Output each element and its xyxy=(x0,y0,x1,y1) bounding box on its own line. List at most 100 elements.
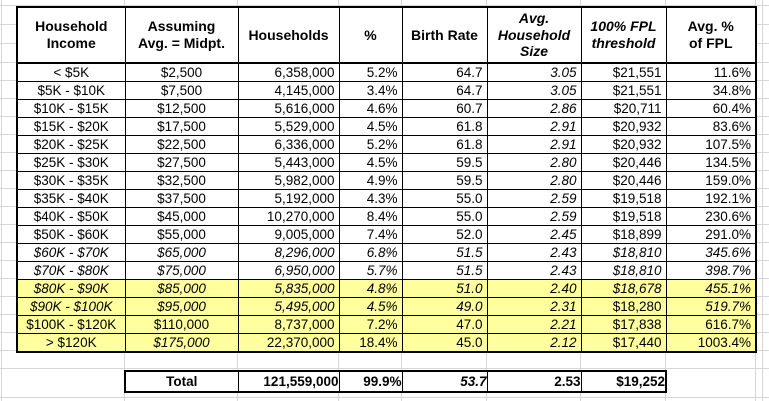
total-value-cell[interactable]: 53.7 xyxy=(401,370,488,393)
table-cell[interactable]: 3.05 xyxy=(486,81,582,100)
table-cell[interactable]: 59.5 xyxy=(401,153,488,172)
table-cell[interactable]: $90K - $100K xyxy=(16,297,126,316)
table-cell[interactable]: 61.8 xyxy=(401,117,488,136)
total-value-cell[interactable]: 121,559,000 xyxy=(237,370,340,393)
table-cell[interactable]: $20,932 xyxy=(580,135,667,154)
table-cell[interactable]: 51.0 xyxy=(401,279,488,298)
table-cell[interactable]: 5,835,000 xyxy=(237,279,340,298)
table-cell[interactable]: $21,551 xyxy=(580,62,667,82)
table-cell[interactable]: 2.80 xyxy=(486,171,582,190)
table-cell[interactable]: 18.4% xyxy=(338,333,403,353)
table-cell[interactable]: $75,000 xyxy=(124,261,239,280)
table-cell[interactable]: 22,370,000 xyxy=(237,333,340,353)
table-cell[interactable]: 2.59 xyxy=(486,189,582,208)
table-cell[interactable]: $17,440 xyxy=(580,333,667,353)
table-cell[interactable]: 519.7% xyxy=(665,297,757,316)
table-cell[interactable]: 6,358,000 xyxy=(237,62,340,82)
table-cell[interactable]: $17,838 xyxy=(580,315,667,334)
table-cell[interactable]: 4.5% xyxy=(338,117,403,136)
column-header[interactable]: 100% FPL threshold xyxy=(580,6,667,64)
table-cell[interactable]: $7,500 xyxy=(124,81,239,100)
column-header[interactable]: Birth Rate xyxy=(401,6,488,64)
table-cell[interactable]: 291.0% xyxy=(665,225,757,244)
table-cell[interactable]: $18,678 xyxy=(580,279,667,298)
table-cell[interactable]: 83.6% xyxy=(665,117,757,136)
table-cell[interactable]: 2.43 xyxy=(486,261,582,280)
table-cell[interactable]: $55,000 xyxy=(124,225,239,244)
table-cell[interactable]: $60K - $70K xyxy=(16,243,126,262)
table-cell[interactable]: $17,500 xyxy=(124,117,239,136)
table-cell[interactable]: 2.12 xyxy=(486,333,582,353)
table-cell[interactable]: 47.0 xyxy=(401,315,488,334)
table-cell[interactable]: 3.05 xyxy=(486,62,582,82)
table-cell[interactable]: 192.1% xyxy=(665,189,757,208)
table-cell[interactable]: 3.4% xyxy=(338,81,403,100)
table-cell[interactable]: $110,000 xyxy=(124,315,239,334)
table-cell[interactable]: $18,810 xyxy=(580,261,667,280)
table-cell[interactable]: 52.0 xyxy=(401,225,488,244)
table-cell[interactable]: 55.0 xyxy=(401,207,488,226)
total-label-cell[interactable]: Total xyxy=(124,370,239,393)
table-cell[interactable]: $18,899 xyxy=(580,225,667,244)
table-cell[interactable]: 7.2% xyxy=(338,315,403,334)
table-cell[interactable]: $37,500 xyxy=(124,189,239,208)
table-cell[interactable]: 2.86 xyxy=(486,99,582,118)
table-cell[interactable]: 60.4% xyxy=(665,99,757,118)
table-cell[interactable]: 8.4% xyxy=(338,207,403,226)
column-header[interactable]: Avg. Household Size xyxy=(486,6,582,64)
table-cell[interactable]: 51.5 xyxy=(401,261,488,280)
table-cell[interactable]: $175,000 xyxy=(124,333,239,353)
table-cell[interactable]: $20,711 xyxy=(580,99,667,118)
table-cell[interactable]: 5.2% xyxy=(338,62,403,82)
table-cell[interactable]: 7.4% xyxy=(338,225,403,244)
table-cell[interactable]: 61.8 xyxy=(401,135,488,154)
table-cell[interactable]: 9,005,000 xyxy=(237,225,340,244)
table-cell[interactable]: 2.31 xyxy=(486,297,582,316)
table-cell[interactable]: < $5K xyxy=(16,62,126,82)
table-cell[interactable]: $65,000 xyxy=(124,243,239,262)
table-cell[interactable]: 616.7% xyxy=(665,315,757,334)
table-cell[interactable]: $10K - $15K xyxy=(16,99,126,118)
table-cell[interactable]: $50K - $60K xyxy=(16,225,126,244)
table-cell[interactable]: 4.5% xyxy=(338,297,403,316)
table-cell[interactable]: 2.43 xyxy=(486,243,582,262)
column-header[interactable]: Households xyxy=(237,6,340,64)
table-cell[interactable]: 49.0 xyxy=(401,297,488,316)
table-cell[interactable]: $12,500 xyxy=(124,99,239,118)
table-cell[interactable]: 4.8% xyxy=(338,279,403,298)
total-value-cell[interactable]: 2.53 xyxy=(486,370,582,393)
table-cell[interactable]: 2.59 xyxy=(486,207,582,226)
table-cell[interactable]: 107.5% xyxy=(665,135,757,154)
table-cell[interactable]: 4.6% xyxy=(338,99,403,118)
total-value-cell[interactable]: 99.9% xyxy=(338,370,403,393)
table-cell[interactable]: 5,443,000 xyxy=(237,153,340,172)
table-cell[interactable]: $85,000 xyxy=(124,279,239,298)
table-cell[interactable]: 159.0% xyxy=(665,171,757,190)
table-cell[interactable]: $20,932 xyxy=(580,117,667,136)
table-cell[interactable]: 2.40 xyxy=(486,279,582,298)
table-cell[interactable]: 60.7 xyxy=(401,99,488,118)
table-cell[interactable]: 11.6% xyxy=(665,62,757,82)
table-cell[interactable]: $32,500 xyxy=(124,171,239,190)
table-cell[interactable]: $22,500 xyxy=(124,135,239,154)
table-cell[interactable]: 4.5% xyxy=(338,153,403,172)
column-header[interactable]: Household Income xyxy=(16,6,126,64)
table-cell[interactable]: 2.80 xyxy=(486,153,582,172)
table-cell[interactable]: 134.5% xyxy=(665,153,757,172)
table-cell[interactable]: 34.8% xyxy=(665,81,757,100)
table-cell[interactable]: $21,551 xyxy=(580,81,667,100)
table-cell[interactable]: $80K - $90K xyxy=(16,279,126,298)
table-cell[interactable]: 5.2% xyxy=(338,135,403,154)
table-cell[interactable]: 5,192,000 xyxy=(237,189,340,208)
table-cell[interactable]: $45,000 xyxy=(124,207,239,226)
table-cell[interactable]: $5K - $10K xyxy=(16,81,126,100)
table-cell[interactable]: 1003.4% xyxy=(665,333,757,353)
table-cell[interactable]: 2.45 xyxy=(486,225,582,244)
table-cell[interactable]: 10,270,000 xyxy=(237,207,340,226)
table-cell[interactable]: 5,495,000 xyxy=(237,297,340,316)
table-cell[interactable]: > $120K xyxy=(16,333,126,353)
table-cell[interactable]: 455.1% xyxy=(665,279,757,298)
table-cell[interactable]: $100K - $120K xyxy=(16,315,126,334)
table-cell[interactable]: $40K - $50K xyxy=(16,207,126,226)
table-cell[interactable]: 2.91 xyxy=(486,135,582,154)
